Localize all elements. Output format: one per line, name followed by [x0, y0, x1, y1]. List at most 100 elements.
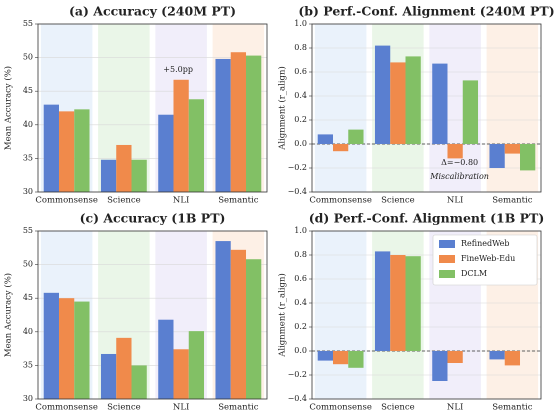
bar: [246, 55, 262, 192]
plot-frame: [311, 230, 542, 400]
bar: [43, 292, 59, 399]
x-tick-label: Semantic: [492, 196, 533, 206]
bar: [405, 56, 421, 144]
y-axis-label: Alignment (r_align): [277, 66, 288, 151]
bar: [462, 80, 479, 144]
bar: [520, 144, 536, 171]
y-tick-label: 40: [23, 120, 33, 129]
bar: [100, 159, 117, 192]
legend-swatch: [439, 270, 455, 278]
chart-title: (b) Perf.-Conf. Alignment (240M PT): [298, 4, 554, 19]
legend-swatch: [439, 240, 455, 248]
y-tick-label: 50: [23, 53, 33, 62]
y-tick-label: −0.2: [288, 370, 307, 379]
y-tick-label: 0.6: [294, 67, 307, 76]
annotation: +5.0pp: [163, 65, 193, 74]
bar: [317, 351, 333, 361]
y-tick-label: 30: [23, 187, 33, 196]
legend-label: FineWeb-Edu: [461, 254, 515, 263]
x-tick-label: NLI: [173, 196, 189, 206]
x-tick-label: Science: [107, 196, 141, 206]
bar: [332, 351, 349, 365]
bar: [158, 114, 174, 192]
bar: [230, 52, 247, 192]
x-tick-label: Semantic: [218, 403, 259, 413]
bar: [489, 351, 505, 360]
x-tick-label: Science: [381, 403, 415, 413]
bar: [246, 259, 262, 399]
bar: [173, 349, 189, 399]
y-tick-label: 35: [23, 153, 33, 162]
x-tick-label: Science: [107, 403, 141, 413]
bar: [230, 249, 247, 399]
bar: [215, 241, 231, 399]
bar: [188, 99, 205, 192]
y-tick-label: −0.4: [288, 187, 307, 196]
bar: [447, 351, 463, 363]
chart-title: (a) Accuracy (240M PT): [69, 4, 236, 19]
bar: [390, 255, 406, 351]
bar: [173, 79, 189, 192]
bar: [374, 251, 391, 351]
bar: [158, 319, 174, 399]
bar: [131, 159, 147, 192]
y-tick-label: −0.2: [288, 163, 307, 172]
y-tick-label: 40: [23, 327, 33, 336]
bar: [432, 351, 448, 381]
bar: [100, 353, 117, 399]
y-tick-label: 0.4: [294, 298, 307, 307]
bar: [43, 104, 59, 192]
x-tick-label: Science: [381, 196, 415, 206]
legend-swatch: [439, 255, 455, 263]
y-tick-label: 45: [23, 86, 33, 95]
x-tick-label: Commonsense: [309, 196, 372, 206]
bar: [116, 337, 132, 399]
y-tick-label: 30: [23, 394, 33, 403]
legend: RefinedWeb FineWeb-Edu DCLM: [432, 234, 538, 286]
y-tick-label: 1.0: [294, 19, 307, 28]
bar: [74, 109, 90, 192]
y-tick-label: 0.4: [294, 91, 307, 100]
bar: [116, 144, 132, 192]
x-tick-label: NLI: [173, 403, 189, 413]
x-tick-label: Semantic: [218, 196, 259, 206]
legend-label: RefinedWeb: [461, 239, 510, 248]
category-band: [314, 24, 367, 192]
y-tick-label: 0.0: [294, 346, 307, 355]
y-axis-label: Mean Accuracy (%): [3, 66, 14, 150]
y-tick-label: 55: [23, 19, 33, 28]
x-tick-label: Commonsense: [35, 403, 98, 413]
x-tick-label: NLI: [447, 196, 463, 206]
bar: [504, 144, 521, 154]
plot-frame: [37, 23, 268, 193]
y-tick-label: 0.6: [294, 274, 307, 283]
x-tick-label: Commonsense: [309, 403, 372, 413]
y-tick-label: −0.4: [288, 394, 307, 403]
x-tick-label: NLI: [447, 403, 463, 413]
y-tick-label: 0.0: [294, 139, 307, 148]
x-tick-label: Commonsense: [35, 196, 98, 206]
bar: [131, 365, 147, 399]
y-axis-label: Mean Accuracy (%): [3, 273, 14, 357]
y-tick-label: 1.0: [294, 226, 307, 235]
bar: [215, 58, 231, 192]
bar: [317, 134, 333, 144]
y-tick-label: 50: [23, 260, 33, 269]
y-tick-label: 35: [23, 360, 33, 369]
bar: [348, 129, 364, 144]
bar: [58, 111, 75, 192]
legend-label: DCLM: [461, 269, 487, 278]
y-axis-label: Alignment (r_align): [277, 273, 288, 358]
bar: [447, 144, 463, 159]
bar: [74, 301, 90, 399]
bar: [432, 63, 448, 144]
chart-title: (d) Perf.-Conf. Alignment (1B PT): [309, 211, 545, 226]
y-tick-label: 0.2: [294, 115, 307, 124]
bar: [504, 351, 521, 366]
y-tick-label: 0.8: [294, 250, 307, 259]
annotation: Δ=−0.80: [441, 158, 478, 167]
category-band: [314, 231, 367, 399]
x-tick-label: Semantic: [492, 403, 533, 413]
y-tick-label: 55: [23, 226, 33, 235]
